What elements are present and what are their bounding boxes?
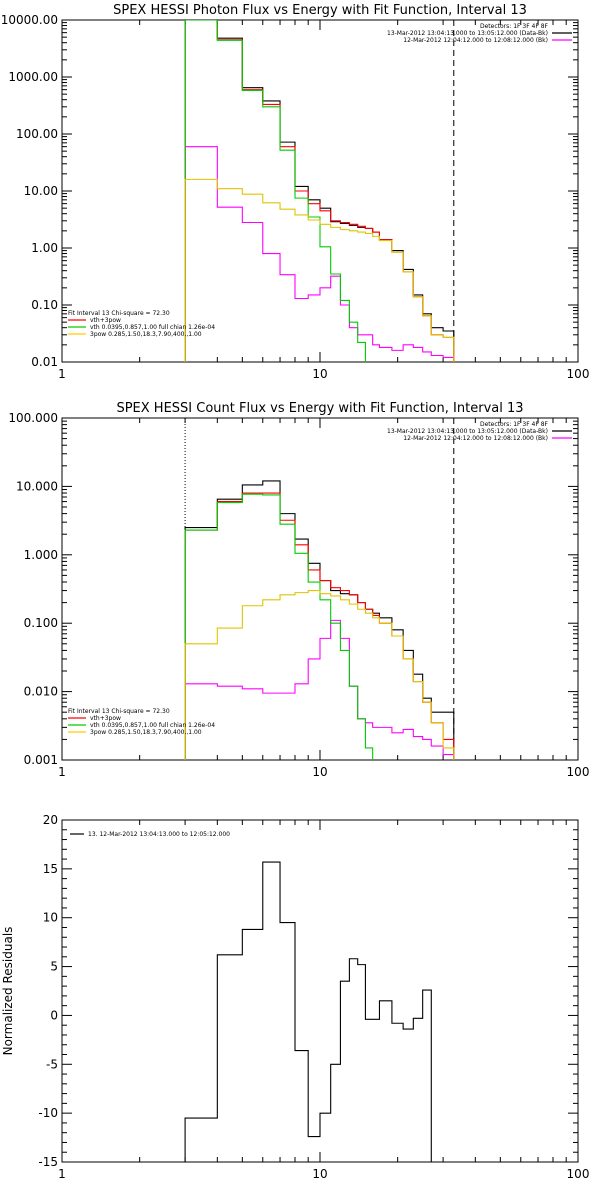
y-tick-label: -5: [46, 1057, 58, 1071]
series-line-1: [184, 20, 455, 362]
y-axis: 10000.00 1000.00 100.00 10.00 1.00 0.10 0.01: [1, 13, 578, 369]
legend-bottom-text: vth 0.0395,0.857,1.00 full chian 1.26e-0…: [90, 722, 215, 729]
y-tick-label: 10: [43, 911, 58, 925]
legend-top-text: 12-Mar-2012 12:04:12.000 to 12:08:12.000…: [403, 37, 548, 44]
y-tick-label: 5: [50, 960, 58, 974]
y-tick-label: 100.000: [8, 411, 58, 425]
x-tick-label: 100: [567, 765, 590, 779]
x-tick-label: 10: [312, 1167, 327, 1181]
legend-bottom-text: 3pow 0.285,1.50,18.3,7.90,400.,1.00: [90, 331, 202, 338]
legend-top-text: 13-Mar-2012 13:04:13.000 to 13:05:12.000…: [387, 30, 548, 37]
legend-top-text: Detectors: 1F 3F 4F 8F: [480, 421, 549, 428]
series-line-4: [184, 20, 366, 362]
y-tick-label: 10.000: [16, 479, 58, 493]
series-line-5: [184, 590, 455, 760]
legend-bottom-text: Fit Interval 13 Chi-square = 72.30: [68, 310, 170, 317]
y-tick-label: 10.00: [24, 184, 58, 198]
data-series: [184, 861, 455, 1162]
data-series: [184, 20, 455, 362]
plot-title: SPEX HESSI Photon Flux vs Energy with Fi…: [113, 3, 527, 18]
legend-bottom-text: 3pow 0.285,1.50,18.3,7.90,400.,1.00: [90, 729, 202, 736]
x-tick-label: 10: [312, 367, 327, 381]
y-tick-label: -10: [38, 1106, 58, 1120]
y-tick-label: 15: [43, 862, 58, 876]
x-tick-label: 10: [312, 765, 327, 779]
y-tick-label: 10000.00: [1, 13, 58, 27]
legend-text: 13. 12-Mar-2012 13:04:13.000 to 12:05:12…: [88, 831, 230, 838]
plot-frame: [61, 819, 579, 1163]
y-tick-label: 0: [50, 1008, 58, 1022]
series-line-1: [184, 861, 455, 1162]
legend-bottom-text: vth 0.0395,0.857,1.00 full chian 1.26e-0…: [90, 324, 215, 331]
series-line-2: [184, 146, 455, 362]
y-tick-label: 0.10: [31, 298, 58, 312]
x-axis: 1 10 100: [58, 820, 589, 1181]
y-tick-label: 1.000: [24, 548, 58, 562]
y-tick-label: 20: [43, 813, 58, 827]
x-axis: 1 10 100: [58, 20, 589, 381]
chart-panel-1: SPEX HESSI Photon Flux vs Energy with Fi…: [1, 3, 590, 381]
x-tick-label: 1: [58, 367, 66, 381]
y-tick-label: 0.01: [31, 355, 58, 369]
y-axis: 20 15 10 5 0 -5 -10 -15: [38, 813, 578, 1169]
x-tick-label: 100: [567, 367, 590, 381]
series-line-3: [184, 20, 455, 362]
series-line-2: [184, 619, 455, 760]
legend-top-text: 12-Mar-2012 12:04:12.000 to 12:08:12.000…: [403, 435, 548, 442]
series-line-4: [184, 493, 374, 760]
legend-top-text: Detectors: 1F 3F 4F 8F: [480, 23, 549, 30]
y-axis-label: Normalized Residuals: [1, 927, 15, 1056]
x-tick-label: 100: [567, 1167, 590, 1181]
series-line-5: [184, 178, 455, 362]
y-tick-label: 0.100: [24, 616, 58, 630]
chart-panel-3: 1 10 100 20 15 10 5 0 -5 -10 -15 Normalized Residua…: [1, 813, 589, 1181]
y-tick-label: 0.001: [24, 753, 58, 767]
x-tick-label: 1: [58, 765, 66, 779]
y-tick-label: 0.010: [24, 685, 58, 699]
series-line-3: [184, 492, 455, 760]
legend: 13. 12-Mar-2012 13:04:13.000 to 12:05:12…: [70, 831, 230, 838]
legend-bottom-text: vth+3pow: [90, 317, 121, 324]
y-tick-label: 1000.00: [8, 70, 58, 84]
chart-panel-2: SPEX HESSI Count Flux vs Energy with Fit…: [8, 401, 590, 779]
y-tick-label: 1.00: [31, 241, 58, 255]
series-line-1: [184, 480, 455, 760]
y-axis: 100.000 10.000 1.000 0.100 0.010 0.001: [8, 411, 578, 767]
y-tick-label: -15: [38, 1155, 58, 1169]
legend-bottom-text: vth+3pow: [90, 715, 121, 722]
legend-bottom-text: Fit Interval 13 Chi-square = 72.30: [68, 708, 170, 715]
y-tick-label: 100.00: [16, 127, 58, 141]
x-tick-label: 1: [58, 1167, 66, 1181]
data-series: [184, 480, 455, 760]
plot-title: SPEX HESSI Count Flux vs Energy with Fit…: [116, 401, 523, 416]
legend-top-text: 13-Mar-2012 13:04:13.000 to 13:05:12.000…: [387, 428, 548, 435]
